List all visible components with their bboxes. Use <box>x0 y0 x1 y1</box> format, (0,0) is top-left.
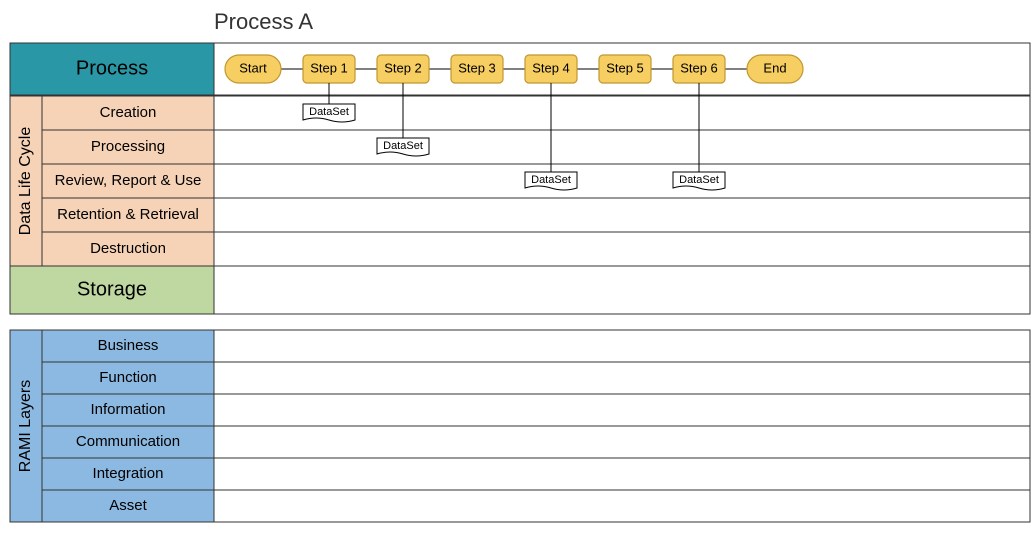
lifecycle-row-label: Processing <box>91 138 165 155</box>
rami-row-canvas <box>214 426 1030 458</box>
rami-row-canvas <box>214 362 1030 394</box>
diagram-title: Process A <box>214 9 313 34</box>
flow-node-label: Step 6 <box>680 60 718 75</box>
rami-row-label: Asset <box>109 497 147 514</box>
lifecycle-row-label: Creation <box>100 104 157 121</box>
flow-node-label: Step 1 <box>310 60 348 75</box>
dataset-label: DataSet <box>309 106 349 118</box>
rami-row-canvas <box>214 394 1030 426</box>
flow-node-label: End <box>763 60 786 75</box>
rami-row-label: Information <box>90 401 165 418</box>
process-header-label: Process <box>76 57 148 79</box>
rami-row-canvas <box>214 458 1030 490</box>
lifecycle-row-canvas <box>214 232 1030 266</box>
lifecycle-row-canvas <box>214 198 1030 232</box>
flow-node-label: Step 5 <box>606 60 644 75</box>
dataset-label: DataSet <box>383 140 423 152</box>
lifecycle-row-canvas <box>214 130 1030 164</box>
flow-node-label: Step 3 <box>458 60 496 75</box>
dataset-label: DataSet <box>679 174 719 186</box>
rami-row-canvas <box>214 330 1030 362</box>
rami-vlabel: RAMI Layers <box>17 380 34 472</box>
rami-row-label: Integration <box>93 465 164 482</box>
flow-node-label: Step 4 <box>532 60 570 75</box>
flow-node-label: Start <box>239 60 267 75</box>
lifecycle-row-canvas <box>214 164 1030 198</box>
flow-node-label: Step 2 <box>384 60 422 75</box>
lifecycle-vlabel: Data Life Cycle <box>17 127 34 236</box>
lifecycle-row-label: Retention & Retrieval <box>57 206 199 223</box>
storage-label: Storage <box>77 278 147 300</box>
lifecycle-row-label: Destruction <box>90 240 166 257</box>
rami-row-canvas <box>214 490 1030 522</box>
rami-row-label: Function <box>99 369 157 386</box>
storage-canvas <box>214 266 1030 314</box>
dataset-label: DataSet <box>531 174 571 186</box>
lifecycle-row-label: Review, Report & Use <box>55 172 202 189</box>
rami-row-label: Communication <box>76 433 180 450</box>
rami-row-label: Business <box>98 337 159 354</box>
